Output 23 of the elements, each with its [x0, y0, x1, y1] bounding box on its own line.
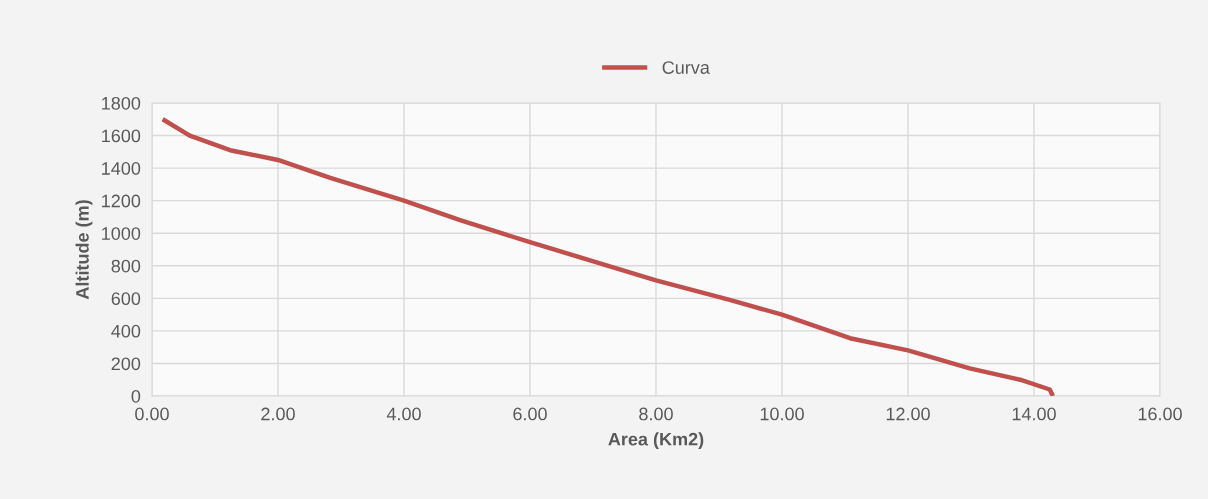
- y-tick-label: 0: [131, 389, 141, 403]
- y-tick-label: 200: [111, 357, 141, 371]
- x-tick-label: 12.00: [886, 407, 930, 421]
- y-axis-title: Altitude (m): [75, 200, 93, 300]
- line-series: [160, 117, 1056, 396]
- legend-label: Curva: [662, 61, 710, 74]
- x-tick-label: 8.00: [639, 407, 673, 421]
- x-tick-label: 2.00: [261, 407, 295, 421]
- x-tick-label: 10.00: [760, 407, 804, 421]
- y-tick-label: 1400: [102, 162, 141, 175]
- x-axis-title: Area (Km2): [608, 432, 704, 450]
- y-tick-label: 1200: [102, 194, 141, 208]
- x-tick-label: 16.00: [1138, 407, 1182, 421]
- y-tick-label: 1000: [102, 227, 141, 240]
- x-tick-label: 4.00: [386, 407, 421, 421]
- y-tick-label: 1800: [102, 96, 141, 110]
- y-tick-label: 400: [111, 324, 141, 338]
- x-tick-label: 14.00: [1012, 407, 1056, 421]
- x-tick-label: 0.00: [135, 407, 169, 421]
- x-tick-label: 6.00: [513, 407, 547, 421]
- y-tick-label: 800: [111, 259, 141, 273]
- y-tick-label: 1600: [102, 129, 141, 143]
- y-tick-label: 600: [111, 292, 141, 306]
